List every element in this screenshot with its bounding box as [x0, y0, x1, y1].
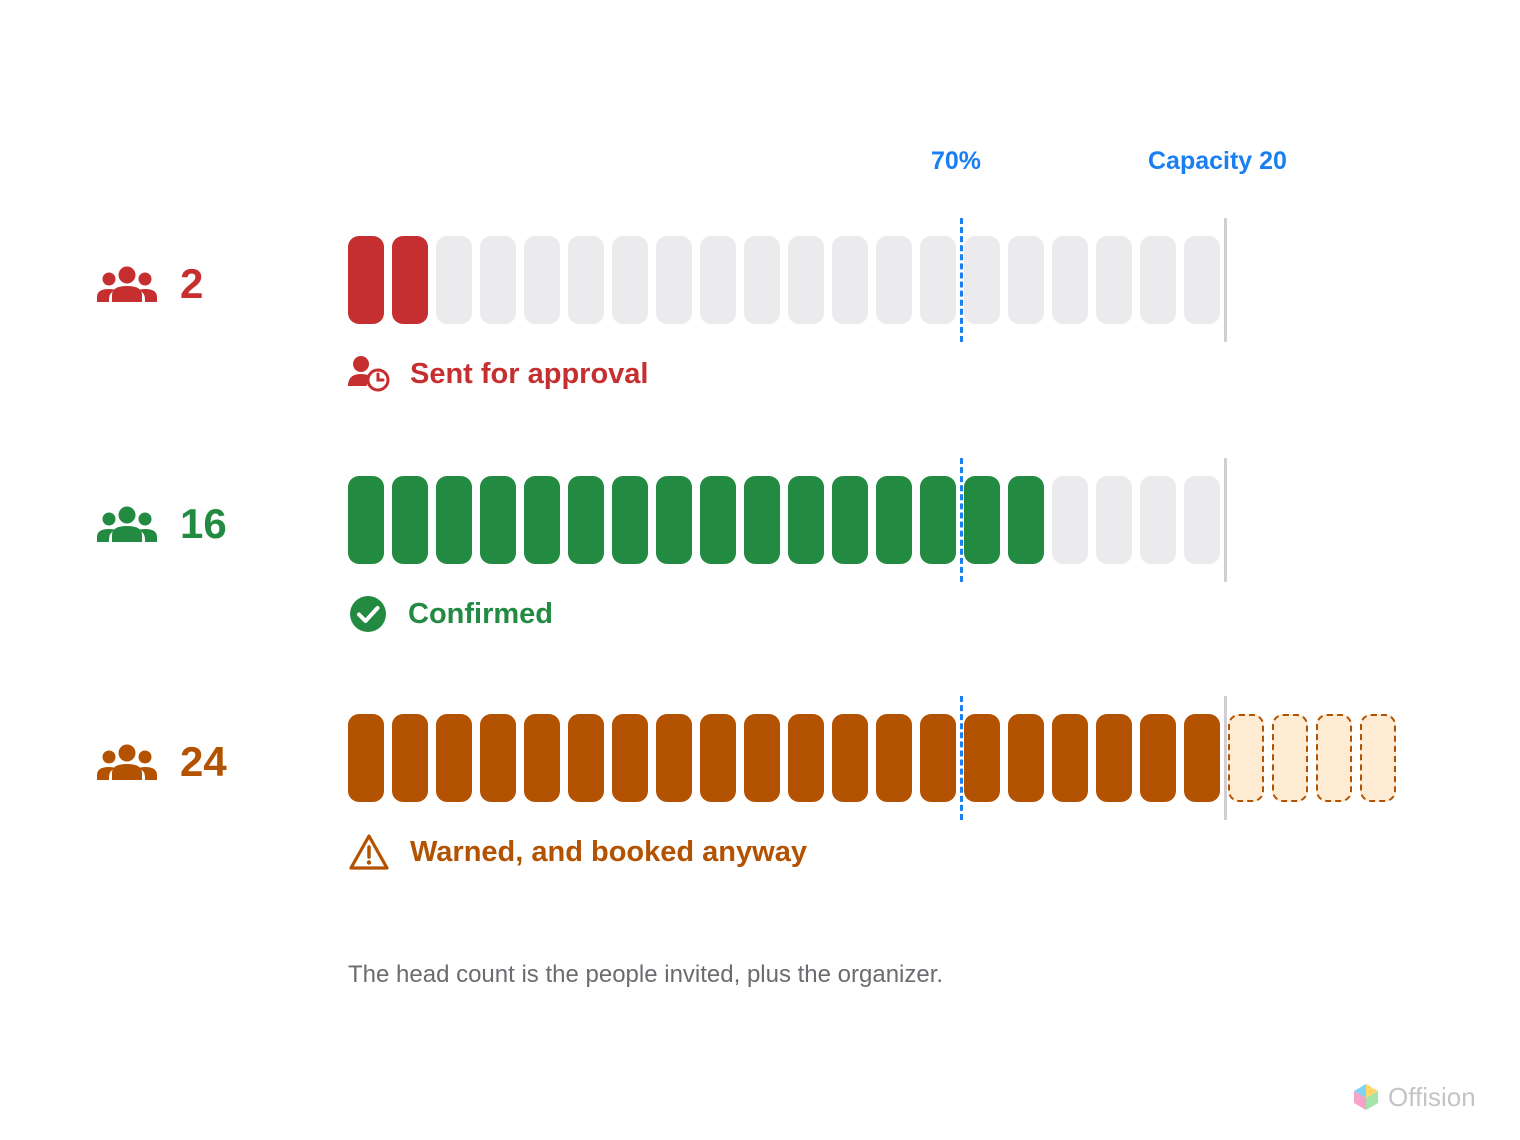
empty-seat-segment — [1096, 476, 1132, 564]
filled-seat-segment — [832, 476, 868, 564]
empty-seat-segment — [1140, 236, 1176, 324]
empty-seat-segment — [744, 236, 780, 324]
empty-seat-segment — [1008, 236, 1044, 324]
filled-seat-segment — [568, 714, 604, 802]
footnote: The head count is the people invited, pl… — [348, 961, 944, 988]
headcount-value: 16 — [180, 500, 227, 547]
empty-seat-segment — [876, 236, 912, 324]
filled-seat-segment — [1096, 714, 1132, 802]
threshold-line — [960, 696, 963, 820]
filled-seat-segment — [700, 476, 736, 564]
filled-seat-segment — [1140, 714, 1176, 802]
status-label: Confirmed — [408, 598, 553, 630]
empty-seat-segment — [612, 236, 648, 324]
offision-logo-icon — [1354, 1084, 1378, 1110]
filled-seat-segment — [392, 476, 428, 564]
filled-seat-segment — [524, 476, 560, 564]
headcount: 24 — [96, 736, 227, 788]
filled-seat-segment — [568, 476, 604, 564]
over-capacity-segment — [1272, 714, 1308, 802]
filled-seat-segment — [1184, 714, 1220, 802]
capacity-marker-label: Capacity 20 — [1148, 147, 1287, 175]
empty-seat-segment — [1096, 236, 1132, 324]
person-clock-icon — [348, 356, 390, 392]
filled-seat-segment — [656, 714, 692, 802]
headcount: 2 — [96, 258, 203, 310]
warning-triangle-icon — [349, 834, 389, 870]
filled-seat-segment — [436, 476, 472, 564]
empty-seat-segment — [656, 236, 692, 324]
status-label: Sent for approval — [410, 358, 649, 390]
filled-seat-segment — [920, 714, 956, 802]
capacity-line — [1224, 218, 1227, 342]
over-capacity-segment — [1316, 714, 1352, 802]
empty-seat-segment — [480, 236, 516, 324]
filled-seat-segment — [1008, 476, 1044, 564]
filled-seat-segment — [348, 236, 384, 324]
status: Confirmed — [348, 594, 553, 634]
status: Warned, and booked anyway — [348, 832, 807, 872]
filled-seat-segment — [832, 714, 868, 802]
filled-seat-segment — [1008, 714, 1044, 802]
empty-seat-segment — [1184, 476, 1220, 564]
status-label: Warned, and booked anyway — [410, 836, 807, 868]
group-icon — [97, 506, 157, 542]
filled-seat-segment — [348, 714, 384, 802]
filled-seat-segment — [788, 714, 824, 802]
threshold-line — [960, 458, 963, 582]
empty-seat-segment — [700, 236, 736, 324]
headcount-value: 2 — [180, 260, 204, 307]
capacity-line — [1224, 696, 1227, 820]
filled-seat-segment — [612, 476, 648, 564]
empty-seat-segment — [568, 236, 604, 324]
empty-seat-segment — [436, 236, 472, 324]
filled-seat-segment — [876, 714, 912, 802]
empty-seat-segment — [1184, 236, 1220, 324]
filled-seat-segment — [392, 714, 428, 802]
empty-seat-segment — [1052, 476, 1088, 564]
filled-seat-segment — [480, 476, 516, 564]
booking-row-sent-for-approval: 2 Sent for approval — [0, 218, 1520, 418]
empty-seat-segment — [1140, 476, 1176, 564]
booking-row-confirmed: 16 Confirmed — [0, 458, 1520, 658]
headcount-value: 24 — [180, 738, 227, 785]
empty-seat-segment — [1052, 236, 1088, 324]
filled-seat-segment — [700, 714, 736, 802]
empty-seat-segment — [920, 236, 956, 324]
booking-row-warned: 24 Warned, and booked anyway — [0, 696, 1520, 896]
check-circle-icon — [350, 596, 386, 632]
over-capacity-segment — [1360, 714, 1396, 802]
threshold-marker-label: 70% — [931, 147, 982, 175]
brand-name: Offision — [1388, 1082, 1476, 1112]
filled-seat-segment — [524, 714, 560, 802]
filled-seat-segment — [656, 476, 692, 564]
headcount: 16 — [96, 498, 227, 550]
filled-seat-segment — [964, 714, 1000, 802]
filled-seat-segment — [744, 714, 780, 802]
empty-seat-segment — [964, 236, 1000, 324]
filled-seat-segment — [788, 476, 824, 564]
filled-seat-segment — [744, 476, 780, 564]
empty-seat-segment — [524, 236, 560, 324]
capacity-line — [1224, 458, 1227, 582]
filled-seat-segment — [920, 476, 956, 564]
status: Sent for approval — [348, 354, 649, 394]
filled-seat-segment — [964, 476, 1000, 564]
filled-seat-segment — [1052, 714, 1088, 802]
threshold-line — [960, 218, 963, 342]
over-capacity-segment — [1228, 714, 1264, 802]
group-icon — [97, 266, 157, 302]
empty-seat-segment — [832, 236, 868, 324]
filled-seat-segment — [612, 714, 648, 802]
empty-seat-segment — [788, 236, 824, 324]
filled-seat-segment — [436, 714, 472, 802]
filled-seat-segment — [348, 476, 384, 564]
filled-seat-segment — [480, 714, 516, 802]
filled-seat-segment — [392, 236, 428, 324]
group-icon — [97, 744, 157, 780]
brand: Offision — [1352, 1080, 1476, 1114]
filled-seat-segment — [876, 476, 912, 564]
